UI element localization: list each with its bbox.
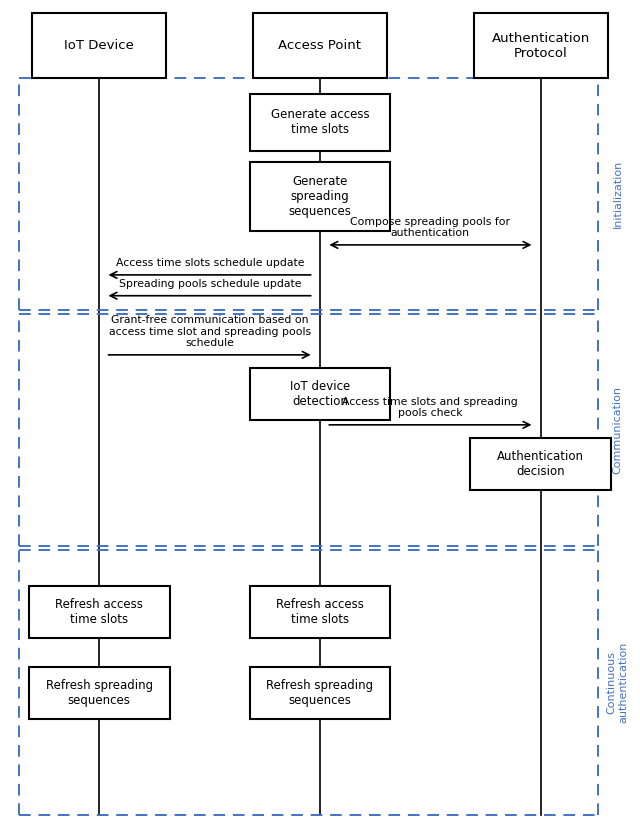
FancyBboxPatch shape xyxy=(250,586,390,638)
Text: Compose spreading pools for
authentication: Compose spreading pools for authenticati… xyxy=(350,217,510,238)
FancyBboxPatch shape xyxy=(250,94,390,151)
FancyBboxPatch shape xyxy=(253,13,387,78)
FancyBboxPatch shape xyxy=(470,438,611,490)
Text: IoT device
detection: IoT device detection xyxy=(290,380,350,408)
Text: Spreading pools schedule update: Spreading pools schedule update xyxy=(118,279,301,289)
FancyBboxPatch shape xyxy=(29,586,170,638)
Text: Access time slots schedule update: Access time slots schedule update xyxy=(116,258,304,268)
Text: Generate
spreading
sequences: Generate spreading sequences xyxy=(289,175,351,218)
Text: Access time slots and spreading
pools check: Access time slots and spreading pools ch… xyxy=(342,397,518,418)
Text: Grant-free communication based on
access time slot and spreading pools
schedule: Grant-free communication based on access… xyxy=(109,315,311,348)
Text: Refresh spreading
sequences: Refresh spreading sequences xyxy=(45,679,153,707)
FancyBboxPatch shape xyxy=(250,667,390,719)
FancyBboxPatch shape xyxy=(474,13,608,78)
FancyBboxPatch shape xyxy=(29,667,170,719)
FancyBboxPatch shape xyxy=(250,162,390,231)
Text: IoT Device: IoT Device xyxy=(64,39,134,52)
Text: Refresh access
time slots: Refresh access time slots xyxy=(55,598,143,626)
Text: Initialization: Initialization xyxy=(612,160,623,228)
Text: Authentication
Protocol: Authentication Protocol xyxy=(492,32,590,60)
Text: Generate access
time slots: Generate access time slots xyxy=(271,108,369,137)
Text: Refresh spreading
sequences: Refresh spreading sequences xyxy=(266,679,374,707)
Text: Authentication
decision: Authentication decision xyxy=(497,450,584,478)
Text: Continuous
authentication: Continuous authentication xyxy=(607,641,628,723)
Text: Communication: Communication xyxy=(612,386,623,474)
FancyBboxPatch shape xyxy=(250,368,390,420)
FancyBboxPatch shape xyxy=(32,13,166,78)
Text: Access Point: Access Point xyxy=(278,39,362,52)
Text: Refresh access
time slots: Refresh access time slots xyxy=(276,598,364,626)
